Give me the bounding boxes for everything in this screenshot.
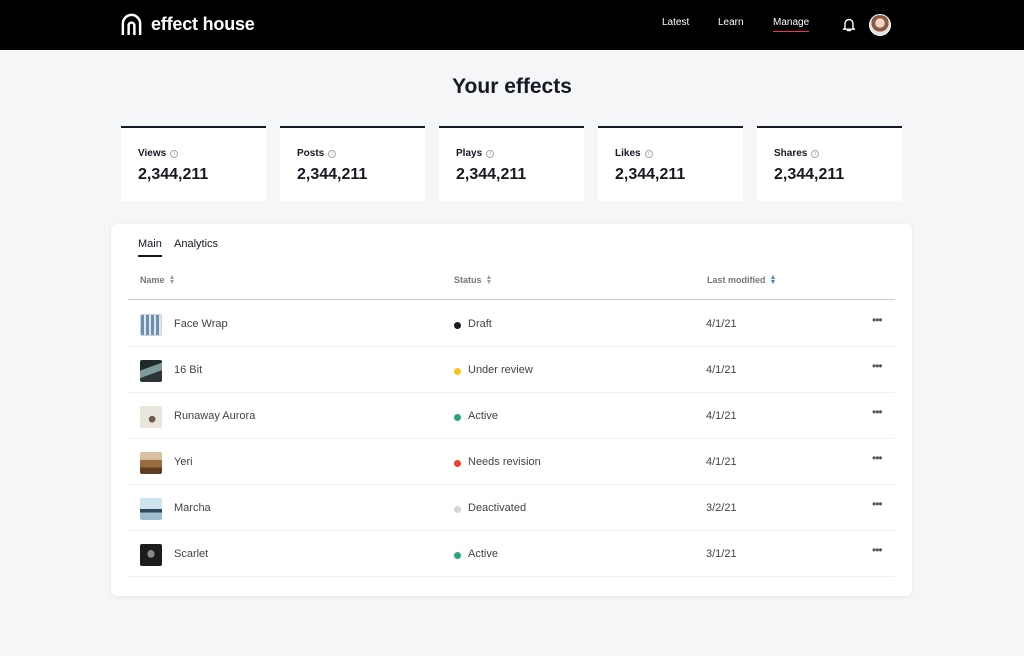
effect-name: Yeri (174, 456, 193, 468)
more-horizontal-icon[interactable]: ••• (872, 497, 883, 511)
stat-value-posts: 2,344,211 (297, 166, 368, 183)
page-title: Your effects (452, 75, 572, 98)
more-horizontal-icon[interactable]: ••• (872, 359, 883, 373)
status-text: Deactivated (468, 502, 527, 514)
stat-label-text: Likes (615, 148, 641, 159)
effect-name: 16 Bit (174, 364, 203, 376)
stat-value-views: 2,344,211 (138, 166, 209, 183)
nav-learn[interactable]: Learn (718, 17, 744, 28)
bell-icon[interactable] (842, 17, 856, 32)
more-horizontal-icon[interactable]: ••• (872, 451, 883, 465)
stat-label-views: Views i (138, 148, 179, 159)
top-navigation-bar: effect house Latest Learn Manage (0, 0, 1024, 50)
stat-card-posts: Posts i 2,344,211 (280, 126, 425, 201)
tab-main-label: Main (138, 238, 162, 250)
stat-label-posts: Posts i (297, 148, 337, 159)
stat-label-plays: Plays i (456, 148, 495, 159)
column-header-last-modified[interactable]: Last modified ▲ ▼ (707, 274, 777, 286)
column-header-status-label: Status (454, 275, 482, 285)
column-header-status[interactable]: Status ▲ ▼ (454, 274, 493, 286)
last-modified-date: 3/2/21 (706, 502, 737, 514)
arch-logo-icon (121, 13, 142, 36)
more-horizontal-icon[interactable]: ••• (872, 543, 883, 557)
stat-label-likes: Likes i (615, 148, 653, 159)
effect-thumbnail (140, 452, 162, 474)
nav-active-indicator (773, 31, 810, 32)
effect-thumbnail (140, 498, 162, 520)
status-text: Needs revision (468, 456, 541, 468)
stat-card-views: Views i 2,344,211 (121, 126, 266, 201)
stat-label-text: Posts (297, 148, 325, 159)
tab-main[interactable]: Main (138, 238, 162, 257)
table-row[interactable]: Scarlet Active 3/1/21 ••• (128, 531, 895, 577)
info-icon[interactable]: i (811, 149, 820, 158)
status-dot (454, 460, 461, 467)
effect-name: Runaway Aurora (174, 410, 256, 422)
user-avatar[interactable] (869, 14, 891, 36)
effect-name: Scarlet (174, 548, 209, 560)
status-text: Active (468, 410, 498, 422)
tab-analytics[interactable]: Analytics (174, 238, 219, 250)
table-row[interactable]: Face Wrap Draft 4/1/21 ••• (128, 301, 895, 347)
effect-thumbnail (140, 406, 162, 428)
status-dot (454, 322, 461, 329)
tab-active-indicator (138, 255, 162, 257)
stat-card-plays: Plays i 2,344,211 (439, 126, 584, 201)
stat-label-shares: Shares i (774, 148, 820, 159)
sort-icon-active: ▲ ▼ (769, 274, 777, 286)
last-modified-date: 4/1/21 (706, 318, 737, 330)
stat-card-likes: Likes i 2,344,211 (598, 126, 743, 201)
table-row[interactable]: 16 Bit Under review 4/1/21 ••• (128, 347, 895, 393)
sort-icon: ▲ ▼ (168, 274, 176, 286)
column-header-name[interactable]: Name ▲ ▼ (140, 274, 176, 286)
effect-thumbnail (140, 314, 162, 336)
table-row[interactable]: Marcha Deactivated 3/2/21 ••• (128, 485, 895, 531)
column-header-name-label: Name (140, 275, 165, 285)
status-text: Draft (468, 318, 492, 330)
effect-name: Marcha (174, 502, 211, 514)
info-icon[interactable]: i (170, 149, 179, 158)
last-modified-date: 4/1/21 (706, 364, 737, 376)
more-horizontal-icon[interactable]: ••• (872, 313, 883, 327)
status-dot (454, 368, 461, 375)
stat-label-text: Shares (774, 148, 808, 159)
status-text: Under review (468, 364, 533, 376)
stat-value-shares: 2,344,211 (774, 166, 845, 183)
effect-thumbnail (140, 544, 162, 566)
sort-icon: ▲ ▼ (485, 274, 493, 286)
table-header-divider (128, 299, 895, 300)
effect-name: Face Wrap (174, 318, 228, 330)
more-horizontal-icon[interactable]: ••• (872, 405, 883, 419)
status-dot (454, 552, 461, 559)
stat-value-plays: 2,344,211 (456, 166, 527, 183)
stat-card-shares: Shares i 2,344,211 (757, 126, 902, 201)
stat-label-text: Views (138, 148, 167, 159)
table-row[interactable]: Yeri Needs revision 4/1/21 ••• (128, 439, 895, 485)
brand-logo[interactable]: effect house (120, 13, 255, 36)
info-icon[interactable]: i (644, 149, 653, 158)
last-modified-date: 3/1/21 (706, 548, 737, 560)
nav-manage-label: Manage (773, 17, 810, 28)
stat-value-likes: 2,344,211 (615, 166, 686, 183)
nav-latest[interactable]: Latest (662, 17, 690, 28)
effects-table-card: Main Analytics Name ▲ ▼ Status ▲ ▼ Last mo… (111, 224, 912, 596)
status-text: Active (468, 548, 498, 560)
stat-label-text: Plays (456, 148, 483, 159)
info-icon[interactable]: i (328, 149, 337, 158)
status-dot (454, 414, 461, 421)
table-row[interactable]: Runaway Aurora Active 4/1/21 ••• (128, 393, 895, 439)
last-modified-date: 4/1/21 (706, 410, 737, 422)
status-dot (454, 506, 461, 513)
brand-name: effect house (151, 14, 255, 34)
column-header-last-modified-label: Last modified (707, 275, 766, 285)
nav-manage[interactable]: Manage (773, 17, 810, 32)
last-modified-date: 4/1/21 (706, 456, 737, 468)
effect-thumbnail (140, 360, 162, 382)
info-icon[interactable]: i (486, 149, 495, 158)
